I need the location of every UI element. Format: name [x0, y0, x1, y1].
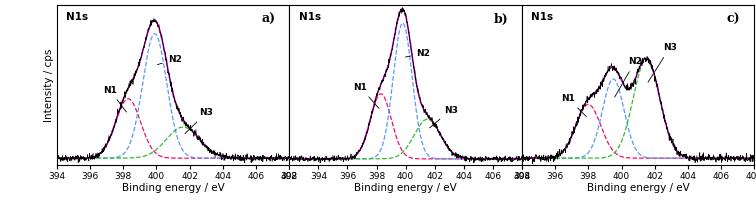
Text: N1s: N1s [531, 12, 553, 22]
Text: N1: N1 [354, 83, 379, 108]
Text: N3: N3 [648, 43, 677, 82]
Y-axis label: Intensity / cps: Intensity / cps [44, 49, 54, 122]
Text: N1: N1 [103, 86, 126, 112]
Text: N3: N3 [185, 108, 213, 134]
Text: N1s: N1s [66, 12, 88, 22]
X-axis label: Binding energy / eV: Binding energy / eV [355, 183, 457, 193]
Text: N2: N2 [615, 57, 642, 97]
Text: N1: N1 [562, 94, 587, 117]
Text: c): c) [727, 13, 741, 26]
Text: N2: N2 [405, 49, 430, 58]
Text: b): b) [493, 13, 508, 26]
Text: a): a) [262, 13, 275, 26]
X-axis label: Binding energy / eV: Binding energy / eV [122, 183, 225, 193]
X-axis label: Binding energy / eV: Binding energy / eV [587, 183, 689, 193]
Text: N3: N3 [429, 106, 457, 128]
Text: N2: N2 [157, 55, 181, 65]
Text: N1s: N1s [299, 12, 321, 22]
